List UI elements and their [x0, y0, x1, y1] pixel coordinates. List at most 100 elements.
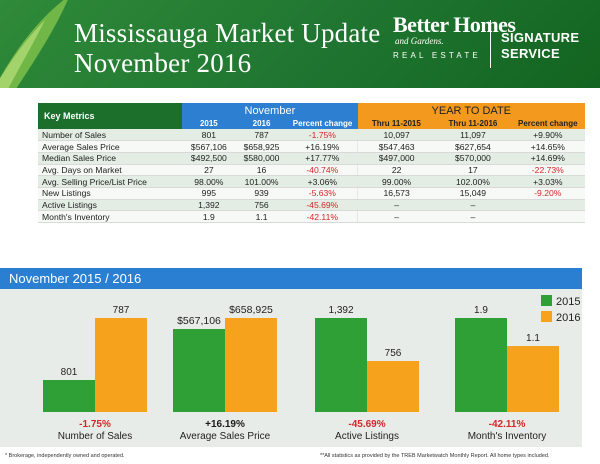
cell-nov2016: 16: [235, 164, 288, 177]
brand-tagline: and Gardens.: [395, 36, 444, 46]
category-label: Active Listings: [335, 431, 399, 442]
category-label: Month's Inventory: [468, 431, 547, 442]
cell-nov-pct: +17.77%: [287, 152, 358, 165]
row-label: Median Sales Price: [38, 152, 183, 165]
signature-service-label: SIGNATURE SERVICE: [501, 30, 579, 62]
row-label: Month's Inventory: [38, 210, 183, 223]
bar-chart: 801 787 -1.75%Number of Sales $567,106 $658,…: [43, 295, 580, 442]
footer-statistics-note: **All statistics as provided by the TREB…: [320, 453, 550, 459]
bar-active-listings-2016: [367, 361, 419, 412]
category-label: Number of Sales: [58, 431, 132, 442]
ytd-header: YEAR TO DATE: [357, 103, 585, 118]
cell-ytd2015: –: [357, 210, 436, 223]
footer-brokerage-note: * Brokerage, independently owned and ope…: [5, 453, 125, 459]
service-line-2: SERVICE: [501, 46, 560, 61]
title-line-1: Mississauga Market Update: [74, 18, 381, 48]
cell-ytd-pct: [510, 210, 585, 223]
cell-ytd2016: 102.00%: [435, 175, 511, 188]
cell-ytd2016: 11,097: [435, 129, 511, 142]
brand-divider: [490, 20, 491, 68]
bar-value-label: 1.9: [474, 305, 488, 316]
percent-change-label: +16.19%: [205, 419, 245, 430]
cell-nov-pct: +3.06%: [287, 175, 358, 188]
table-row: New Listings 995 939 -5.63% 16,573 15,049 -9.2…: [38, 187, 585, 200]
legend-swatch-2015: [541, 295, 552, 306]
cell-nov2015: 27: [182, 164, 236, 177]
row-label: Avg. Days on Market: [38, 164, 183, 177]
cell-nov2016: 1.1: [235, 210, 288, 223]
cell-ytd-pct: +14.69%: [510, 152, 585, 165]
percent-change-label: -1.75%: [79, 419, 111, 430]
cell-nov2016: $658,925: [235, 140, 288, 153]
brand-logo: Better Homes and Gardens. REAL ESTATE: [393, 12, 516, 61]
cell-ytd2016: –: [435, 199, 511, 212]
bar-average-sales-price-2015: [173, 329, 225, 412]
table-row: Month's Inventory 1.9 1.1 -42.11% – –: [38, 210, 585, 223]
col-header-nov-pct: Percent change: [287, 118, 358, 129]
row-label: Active Listings: [38, 199, 183, 212]
bar-number-of-sales-2015: [43, 380, 95, 412]
table-row: Number of Sales 801 787 -1.75% 10,097 11,097 +…: [38, 129, 585, 142]
category-label: Average Sales Price: [180, 431, 271, 442]
percent-change-label: -45.69%: [348, 419, 385, 430]
cell-ytd2016: $570,000: [435, 152, 511, 165]
bar-value-label: 1,392: [328, 305, 353, 316]
cell-nov2016: 101.00%: [235, 175, 288, 188]
leaf-logo-icon: [0, 0, 68, 88]
cell-nov2016: 939: [235, 187, 288, 200]
bar-value-label: 801: [61, 367, 78, 378]
cell-nov2015: $492,500: [182, 152, 236, 165]
chart-section-title: November 2015 / 2016: [9, 271, 142, 286]
table-row: Avg. Selling Price/List Price 98.00% 101.0…: [38, 175, 585, 188]
cell-nov-pct: -1.75%: [287, 129, 358, 142]
november-header: November: [182, 103, 358, 118]
cell-nov-pct: -5.63%: [287, 187, 358, 200]
cell-ytd2016: 17: [435, 164, 511, 177]
row-label: Number of Sales: [38, 129, 183, 142]
brand-subtitle: REAL ESTATE: [393, 51, 481, 60]
legend-label-2016: 2016: [556, 312, 580, 324]
cell-ytd-pct: +9.90%: [510, 129, 585, 142]
cell-nov2016: 787: [235, 129, 288, 142]
percent-change-label: -42.11%: [489, 419, 526, 430]
row-label: Average Sales Price: [38, 140, 183, 153]
chart-section-header: November 2015 / 2016: [0, 268, 582, 289]
col-header-ytd-pct: Percent change: [510, 118, 585, 129]
cell-ytd2015: $547,463: [357, 140, 436, 153]
bar-month-s-inventory-2015: [455, 318, 507, 412]
cell-nov2015: 1.9: [182, 210, 236, 223]
cell-nov-pct: -45.69%: [287, 199, 358, 212]
cell-ytd2015: 99.00%: [357, 175, 436, 188]
col-header-2016: 2016: [235, 118, 288, 129]
row-label: New Listings: [38, 187, 183, 200]
page-title: Mississauga Market Update November 2016: [74, 18, 380, 78]
cell-nov2016: $580,000: [235, 152, 288, 165]
bar-month-s-inventory-2016: [507, 346, 559, 412]
bar-value-label: $567,106: [177, 315, 221, 327]
table-row: Median Sales Price $492,500 $580,000 +17.77…: [38, 152, 585, 165]
cell-ytd-pct: +3.03%: [510, 175, 585, 188]
cell-ytd2016: 15,049: [435, 187, 511, 200]
key-metrics-header: Key Metrics: [38, 103, 183, 129]
cell-ytd-pct: [510, 199, 585, 212]
col-header-2015: 2015: [182, 118, 236, 129]
bar-number-of-sales-2016: [95, 318, 147, 412]
cell-ytd-pct: +14.65%: [510, 140, 585, 153]
cell-ytd2015: $497,000: [357, 152, 436, 165]
cell-ytd2016: $627,654: [435, 140, 511, 153]
legend-swatch-2016: [541, 311, 552, 322]
row-label: Avg. Selling Price/List Price: [38, 175, 183, 188]
bar-average-sales-price-2016: [225, 318, 277, 412]
table-row: Average Sales Price $567,106 $658,925 +16.1…: [38, 140, 585, 153]
header-banner: Mississauga Market Update November 2016 …: [0, 0, 600, 88]
table-row: Active Listings 1,392 756 -45.69% – –: [38, 199, 585, 212]
brand-name: Better Homes: [393, 12, 516, 37]
metrics-table-wrap: Key Metrics November YEAR TO DATE 2015 2…: [38, 103, 585, 223]
cell-nov2015: 98.00%: [182, 175, 236, 188]
cell-ytd2016: –: [435, 210, 511, 223]
col-header-ytd-2015: Thru 11-2015: [357, 118, 436, 129]
title-line-2: November 2016: [74, 48, 252, 78]
cell-nov-pct: +16.19%: [287, 140, 358, 153]
cell-ytd-pct: -22.73%: [510, 164, 585, 177]
bar-value-label: $658,925: [229, 304, 273, 316]
